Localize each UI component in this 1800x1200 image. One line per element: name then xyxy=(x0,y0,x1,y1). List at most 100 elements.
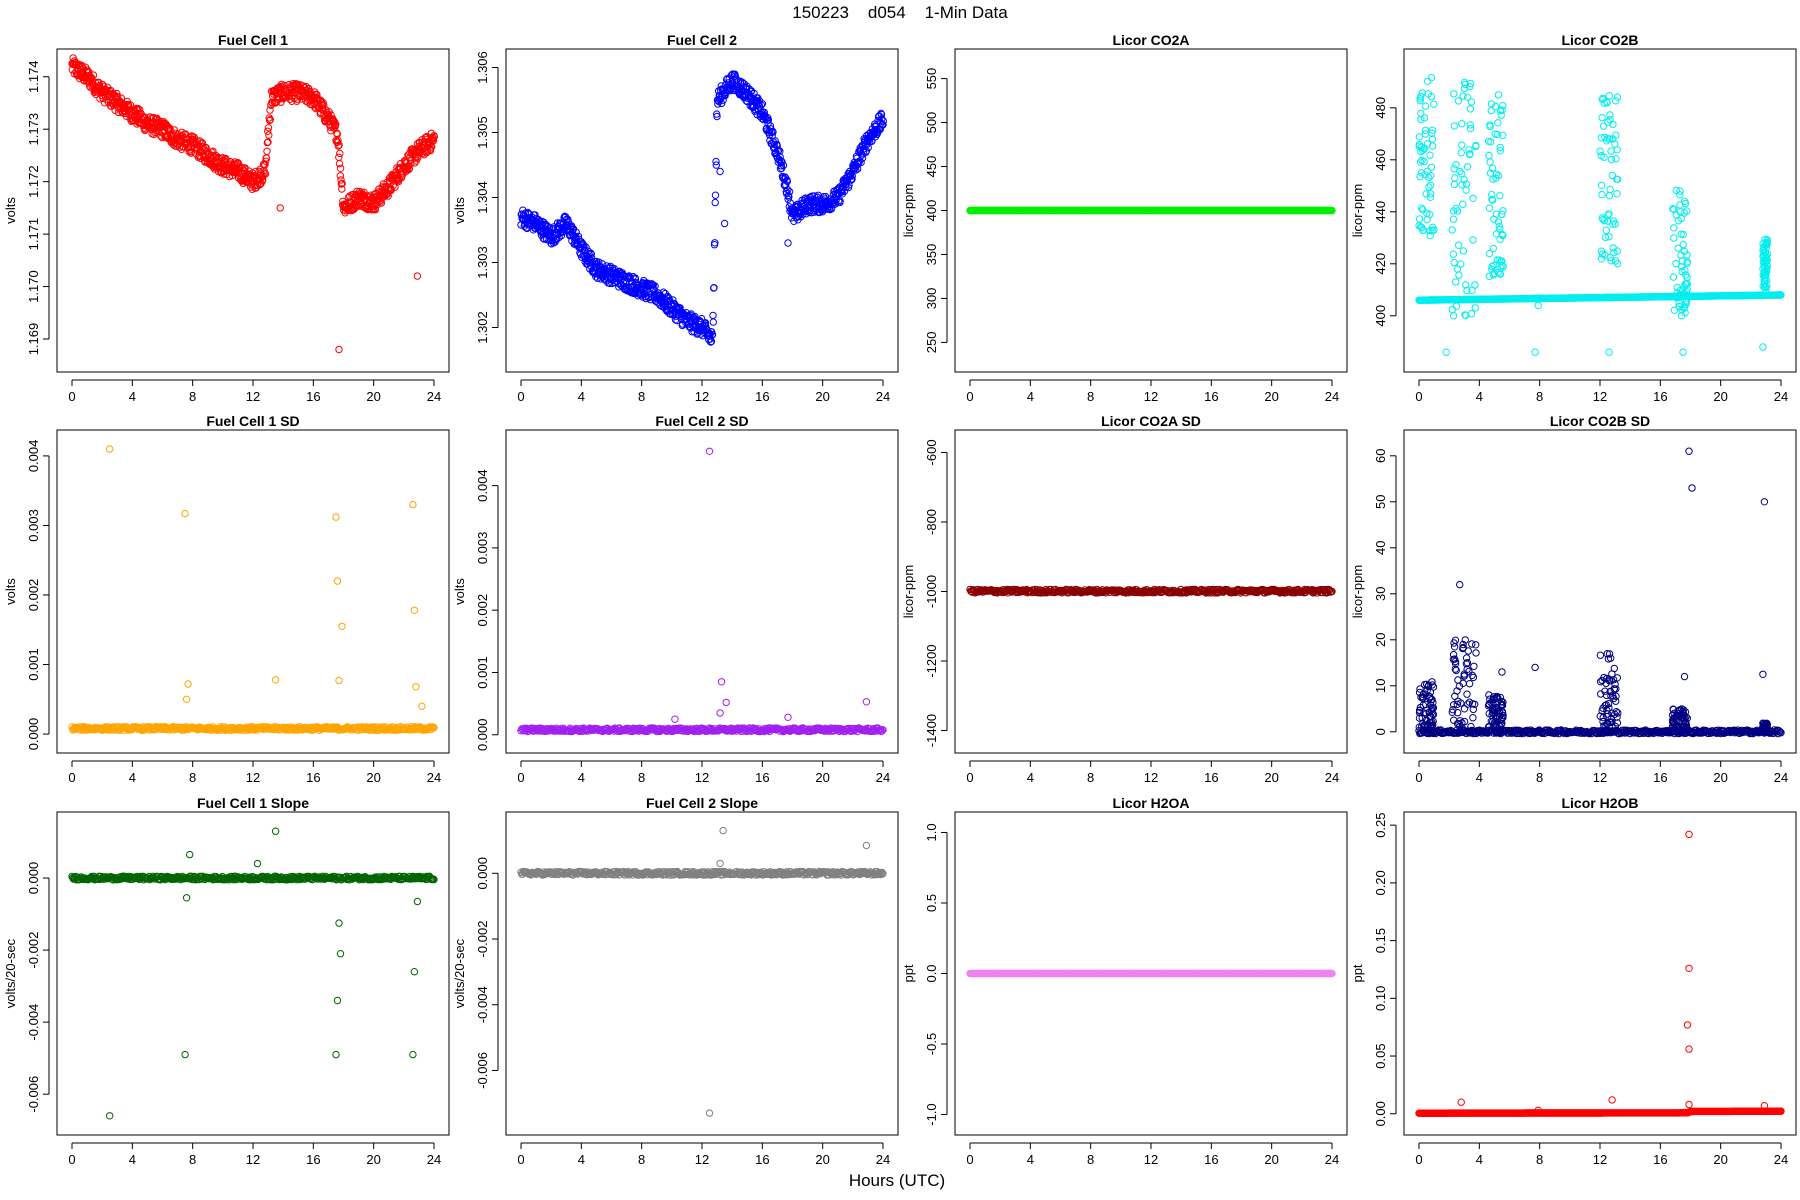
y-tick-label: 0.002 xyxy=(475,594,490,627)
data-point xyxy=(1418,224,1426,232)
outlier-point xyxy=(1442,348,1450,356)
x-tick-label: 8 xyxy=(1087,389,1094,404)
x-tick-label: 24 xyxy=(1774,770,1788,785)
plot-frame xyxy=(954,429,1348,754)
data-point xyxy=(713,110,721,118)
data-point xyxy=(1496,270,1504,278)
data-point xyxy=(1466,124,1475,133)
x-tick-label: 8 xyxy=(1536,389,1543,404)
data-point xyxy=(334,136,342,145)
outlier-point xyxy=(410,606,419,614)
x-tick-label: 20 xyxy=(815,770,829,785)
data-point xyxy=(1449,215,1458,223)
x-tick-label: 4 xyxy=(578,389,585,404)
data-point xyxy=(263,138,271,147)
y-axis-label: licor-ppm xyxy=(1350,565,1365,618)
plot-frame xyxy=(505,48,899,373)
data-point xyxy=(556,219,564,227)
x-tick-label: 4 xyxy=(129,770,136,785)
x-tick-label: 0 xyxy=(68,770,75,785)
data-point xyxy=(1466,83,1474,91)
data-point xyxy=(854,158,863,166)
data-point xyxy=(1486,121,1494,129)
data-point xyxy=(1678,306,1686,314)
data-point xyxy=(711,198,719,207)
plot-frame xyxy=(1403,429,1797,754)
data-point xyxy=(377,199,386,207)
data-point xyxy=(1601,133,1609,142)
x-tick-label: 4 xyxy=(1027,389,1034,404)
data-point xyxy=(1681,280,1690,288)
data-point xyxy=(1673,289,1681,297)
data-point xyxy=(1449,207,1458,215)
data-point xyxy=(799,210,807,219)
data-point xyxy=(113,89,121,98)
data-point xyxy=(1466,79,1475,88)
y-tick-label: 1.170 xyxy=(26,270,41,303)
x-tick-label: 12 xyxy=(695,389,709,404)
data-point xyxy=(1428,226,1436,235)
y-axis-label: licor-ppm xyxy=(1350,184,1365,237)
x-tick-label: 20 xyxy=(815,389,829,404)
data-point xyxy=(1499,207,1507,215)
y-tick-label: 400 xyxy=(1373,305,1388,327)
data-point xyxy=(1669,273,1678,281)
data-point xyxy=(697,314,706,323)
data-point xyxy=(1599,122,1608,130)
data-point xyxy=(1428,135,1437,143)
data-point xyxy=(1449,312,1458,320)
x-tick-label: 16 xyxy=(1653,770,1667,785)
data-point xyxy=(1454,97,1463,105)
data-point xyxy=(1599,94,1607,103)
data-point xyxy=(253,181,262,189)
data-point xyxy=(1425,183,1433,191)
outlier-point xyxy=(338,622,346,630)
outlier-point xyxy=(335,345,343,354)
data-point xyxy=(1608,171,1617,180)
data-point xyxy=(349,202,357,210)
data-point xyxy=(621,272,630,281)
x-tick-label: 8 xyxy=(638,389,645,404)
data-point xyxy=(587,250,595,259)
data-point xyxy=(334,142,342,150)
data-point xyxy=(1428,126,1437,135)
x-tick-label: 16 xyxy=(306,389,320,404)
data-point xyxy=(1760,244,1768,253)
y-tick-label: 480 xyxy=(1373,97,1388,119)
data-point xyxy=(1469,236,1477,244)
data-point xyxy=(1678,267,1686,276)
y-tick-label: 420 xyxy=(1373,253,1388,275)
data-point xyxy=(405,164,414,173)
data-point xyxy=(1613,175,1622,184)
data-point xyxy=(1676,187,1684,195)
outlier-point xyxy=(1679,348,1687,356)
x-tick-label: 12 xyxy=(1593,770,1607,785)
x-tick-label: 4 xyxy=(1476,389,1483,404)
page-title: 150223 d054 1-Min Data xyxy=(792,3,1008,22)
data-point xyxy=(219,154,227,162)
data-point xyxy=(1611,257,1620,265)
panel-title: Fuel Cell 2 SD xyxy=(655,413,748,429)
data-point xyxy=(790,217,798,226)
data-point xyxy=(1460,84,1469,93)
data-point xyxy=(1426,181,1435,189)
y-axis-label: licor-ppm xyxy=(901,565,916,618)
x-axis: 0 4 8 12 16 20 24 xyxy=(517,379,890,404)
data-point xyxy=(1677,251,1685,259)
data-point xyxy=(261,169,269,177)
data-point xyxy=(175,143,184,151)
data-point xyxy=(301,83,309,92)
data-point xyxy=(777,157,785,165)
y-tick-label: 550 xyxy=(924,68,939,90)
x-tick-label: 20 xyxy=(1264,770,1278,785)
data-point xyxy=(1328,206,1336,215)
data-points xyxy=(68,445,438,734)
x-axis: 0 4 8 12 16 20 24 xyxy=(966,760,1339,785)
x-axis: 0 4 8 12 16 20 24 xyxy=(1415,379,1788,404)
outlier-point xyxy=(184,680,192,688)
panel-title: Licor CO2B xyxy=(1561,32,1638,48)
data-point xyxy=(1452,278,1460,286)
y-tick-label: 0.003 xyxy=(26,509,41,542)
data-point xyxy=(1452,161,1460,169)
